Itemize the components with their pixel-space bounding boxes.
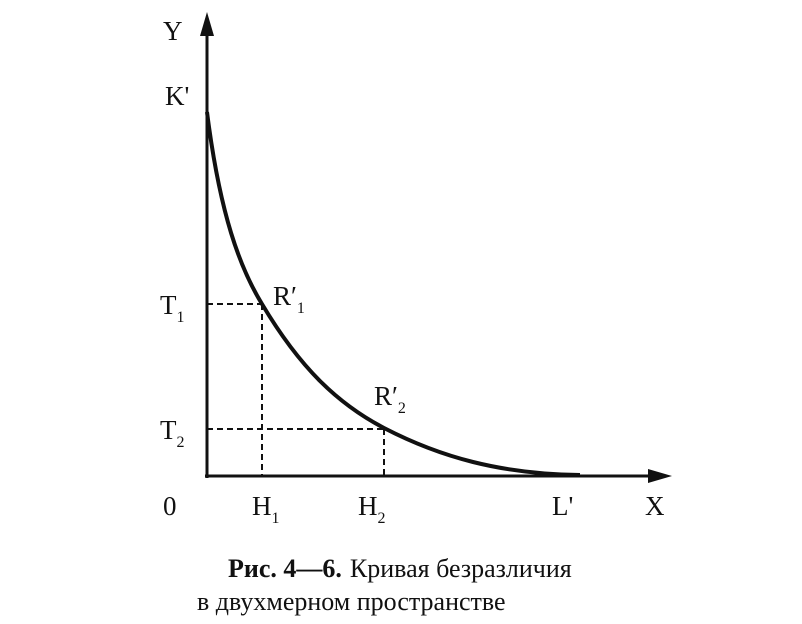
t2-label: T2 <box>160 415 185 451</box>
t1-text: T <box>160 290 177 320</box>
t1-label: T1 <box>160 290 185 326</box>
guides <box>207 303 385 476</box>
h2-sub: 2 <box>378 510 386 527</box>
y-arrow <box>200 12 214 36</box>
caption-line1: Рис. 4—6. Кривая безразличия <box>228 554 572 583</box>
k-label: K' <box>165 81 189 111</box>
h1-text: H <box>252 491 272 521</box>
r2-text: R′ <box>374 381 398 411</box>
y-label: Y <box>163 16 183 46</box>
h1-sub: 1 <box>272 510 280 527</box>
h2-text: H <box>358 491 378 521</box>
r2-label: R′2 <box>374 381 406 417</box>
t1-sub: 1 <box>177 309 185 326</box>
x-arrow <box>648 469 672 483</box>
indifference-curve <box>205 111 581 477</box>
r1-text: R′ <box>273 281 297 311</box>
t2-text: T <box>160 415 177 445</box>
caption-label: Рис. 4—6. <box>228 554 342 583</box>
x-label: X <box>645 491 665 521</box>
origin-label: 0 <box>163 491 177 521</box>
r1-label: R′1 <box>273 281 305 317</box>
h2-label: H2 <box>358 491 386 527</box>
caption-text: Кривая безразличия <box>350 554 572 583</box>
r1-sub: 1 <box>297 300 305 317</box>
t2-sub: 2 <box>177 434 185 451</box>
caption-line2: в двухмерном пространстве <box>197 587 506 616</box>
r2-sub: 2 <box>398 400 406 417</box>
l-label: L' <box>552 491 573 521</box>
h1-label: H1 <box>252 491 280 527</box>
